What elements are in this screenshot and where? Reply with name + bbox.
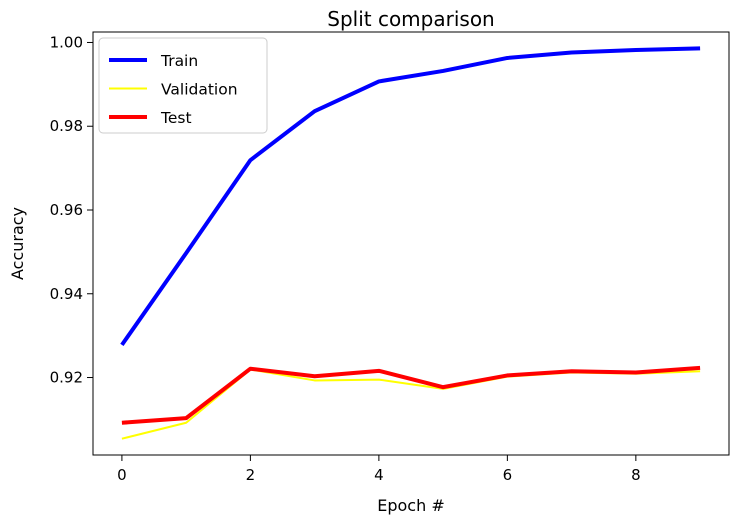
series-line-test: [121, 365, 701, 425]
x-tick-label: 2: [246, 466, 256, 484]
legend-label-train: Train: [160, 52, 198, 70]
y-tick-label: 0.98: [50, 117, 83, 135]
x-tick-label: 4: [374, 466, 384, 484]
series-layer: [120, 46, 701, 440]
y-tick-label: 0.96: [50, 201, 83, 219]
x-axis-label: Epoch #: [377, 496, 444, 515]
y-axis-label: Accuracy: [8, 207, 27, 280]
y-tick-label: 0.92: [50, 369, 83, 387]
y-tick-label: 0.94: [50, 285, 83, 303]
chart-title: Split comparison: [327, 7, 494, 31]
series-line-train: [120, 46, 701, 346]
x-tick-label: 0: [117, 466, 127, 484]
ticks-layer: 0 2 4 6 8 0.92 0.94 0.96 0.98 1.00: [50, 33, 641, 484]
x-tick-label: 8: [631, 466, 641, 484]
plot-frame: [92, 31, 730, 456]
legend-label-test: Test: [160, 109, 192, 127]
legend-label-validation: Validation: [161, 81, 238, 99]
x-tick-label: 6: [503, 466, 513, 484]
legend: Train Validation Test: [98, 37, 268, 134]
y-tick-label: 1.00: [50, 33, 83, 51]
